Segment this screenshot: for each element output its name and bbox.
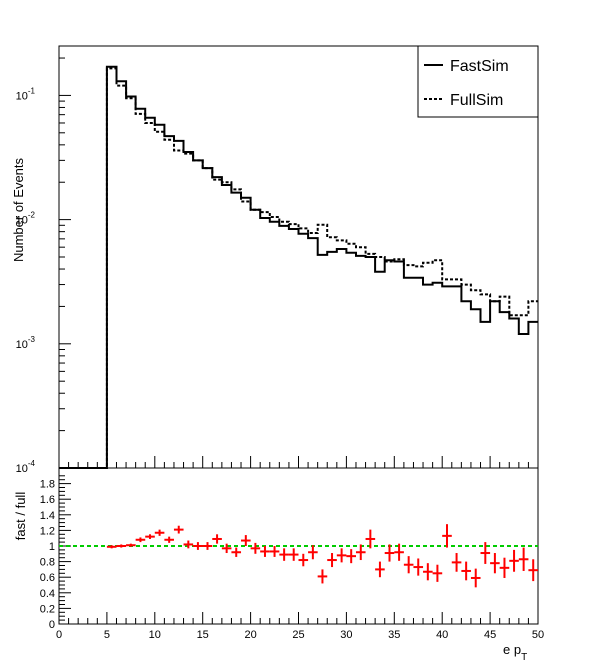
legend-box xyxy=(417,45,539,118)
ratio-y-axis-title: fast / full xyxy=(13,492,28,541)
ratio-y-tick-label: 0.2 xyxy=(40,603,55,615)
ratio-point xyxy=(499,557,510,578)
top-y-tick-label-exponent: -4 xyxy=(28,459,36,468)
x-tick-label: 20 xyxy=(244,629,256,641)
ratio-y-tick-label: 1 xyxy=(49,541,55,553)
ratio-point xyxy=(106,545,117,549)
x-tick-label: 40 xyxy=(436,629,448,641)
ratio-point xyxy=(221,543,232,554)
ratio-point xyxy=(212,534,222,544)
ratio-point xyxy=(173,525,184,534)
ratio-y-tick-label: 1.6 xyxy=(40,494,55,506)
legend: FastSim FullSim xyxy=(417,45,539,118)
ratio-point xyxy=(183,540,194,549)
x-tick-label: 45 xyxy=(484,629,496,641)
ratio-point xyxy=(154,529,165,536)
ratio-point xyxy=(145,534,155,539)
x-tick-label: 35 xyxy=(388,629,400,641)
ratio-point xyxy=(480,542,491,564)
ratio-point xyxy=(241,535,251,546)
ratio-point xyxy=(509,549,519,572)
ratio-point xyxy=(288,548,299,561)
series-line-fastsim xyxy=(59,65,538,469)
ratio-point xyxy=(298,553,309,567)
x-tick-label: 25 xyxy=(292,629,304,641)
x-tick-label: 15 xyxy=(197,629,209,641)
legend-label-fastsim: FastSim xyxy=(450,58,509,75)
ratio-point xyxy=(384,544,395,562)
ratio-point xyxy=(269,546,280,557)
ratio-point xyxy=(413,558,424,576)
ratio-point xyxy=(490,553,500,574)
ratio-point xyxy=(308,545,318,560)
ratio-point xyxy=(375,561,385,578)
ratio-y-tick-label: 1.8 xyxy=(40,479,55,491)
ratio-y-tick-label: 0.4 xyxy=(40,588,55,600)
top-series-group xyxy=(59,65,538,469)
ratio-point xyxy=(403,556,414,574)
ratio-y-axis: 0 0.2 0.4 0.6 0.8 1 1.2 1.4 1.6 1.8 xyxy=(40,475,71,631)
x-axis-title-main: e p xyxy=(503,642,521,657)
ratio-point xyxy=(260,546,270,557)
ratio-point xyxy=(193,542,203,550)
x-tick-label: 0 xyxy=(56,629,62,641)
x-tick-label: 50 xyxy=(532,629,544,641)
x-tick-label: 10 xyxy=(149,629,161,641)
ratio-point xyxy=(423,563,433,581)
ratio-y-tick-label: 1.4 xyxy=(40,510,55,522)
ratio-point xyxy=(394,543,404,561)
ratio-y-tick-label: 0.6 xyxy=(40,572,55,584)
series-line-fullsim xyxy=(59,67,538,469)
ratio-point xyxy=(346,549,356,564)
x-tick-label: 30 xyxy=(340,629,352,641)
ratio-point xyxy=(355,544,366,561)
ratio-point xyxy=(279,548,289,561)
ratio-point xyxy=(432,564,443,582)
bottom-panel: 0 0.2 0.4 0.6 0.8 1 1.2 1.4 1.6 1.8 0 5 10 15 20 25 30 3… xyxy=(13,456,544,663)
ratio-y-tick-label: 0 xyxy=(49,619,55,631)
ratio-point xyxy=(250,542,261,554)
ratio-point xyxy=(327,553,337,568)
top-y-tick-label-exponent: -3 xyxy=(28,335,36,344)
x-tick-label: 5 xyxy=(104,629,110,641)
ratio-point xyxy=(202,542,213,550)
ratio-points-group xyxy=(59,524,539,588)
ratio-point xyxy=(231,547,242,557)
ratio-point xyxy=(336,548,347,563)
ratio-point xyxy=(365,529,376,549)
ratio-point xyxy=(518,547,529,571)
ratio-point xyxy=(116,544,127,548)
top-y-tick-label-exponent: -2 xyxy=(28,211,36,220)
ratio-point xyxy=(470,568,481,588)
top-y-tick-label-exponent: -1 xyxy=(28,86,36,95)
legend-label-fullsim: FullSim xyxy=(450,92,503,109)
ratio-point xyxy=(442,524,452,548)
ratio-y-tick-label: 0.8 xyxy=(40,557,55,569)
x-axis-title-subscript: T xyxy=(521,652,527,663)
ratio-y-tick-label: 1.2 xyxy=(40,525,55,537)
ratio-point xyxy=(135,537,146,543)
ratio-point xyxy=(528,559,539,582)
ratio-point xyxy=(461,561,471,581)
x-axis-title: e pT xyxy=(503,642,527,663)
top-y-axis-title: Number of Events xyxy=(11,157,26,262)
ratio-point xyxy=(126,543,136,547)
ratio-x-axis: 0 5 10 15 20 25 30 35 40 45 50 xyxy=(56,456,544,641)
ratio-point xyxy=(164,536,174,543)
ratio-point xyxy=(317,569,328,584)
ratio-point xyxy=(451,553,462,572)
